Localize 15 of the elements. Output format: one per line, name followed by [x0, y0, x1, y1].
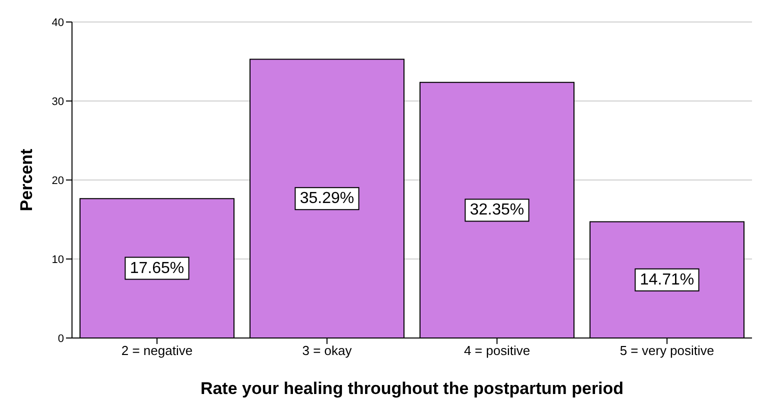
data-label: 17.65% — [130, 260, 184, 277]
x-tick-label: 4 = positive — [464, 343, 530, 358]
data-label: 14.71% — [640, 271, 694, 288]
y-tick-label: 20 — [52, 174, 64, 187]
y-tick-label: 40 — [52, 16, 64, 29]
x-tick-label: 3 = okay — [302, 343, 352, 358]
x-tick-label: 5 = very positive — [620, 343, 714, 358]
y-tick-label: 0 — [58, 332, 64, 345]
x-tick-label: 2 = negative — [121, 343, 193, 358]
x-axis-title: Rate your healing throughout the postpartum period — [200, 379, 624, 398]
y-axis-title: Percent — [17, 148, 36, 212]
data-label: 32.35% — [470, 202, 524, 219]
data-label: 35.29% — [300, 190, 354, 208]
y-tick-label: 30 — [52, 96, 64, 108]
y-tick-label: 10 — [52, 254, 64, 266]
